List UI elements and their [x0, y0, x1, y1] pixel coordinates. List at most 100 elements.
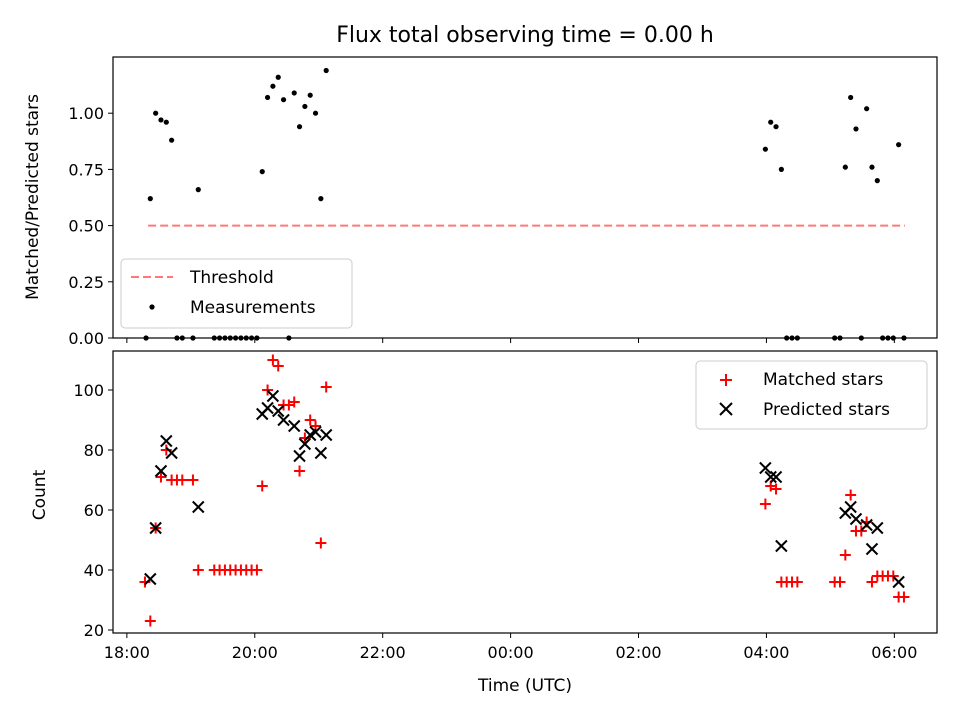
bottom-xtick-label: 04:00 — [743, 643, 789, 662]
predicted-star-marker — [298, 437, 312, 451]
measurement-point — [762, 146, 768, 152]
predicted-star-marker — [272, 404, 285, 418]
measurement-point — [270, 83, 276, 89]
matched-star-marker — [294, 465, 306, 477]
measurement-point — [842, 164, 848, 170]
measurement-point — [768, 119, 774, 125]
predicted-star-marker — [154, 464, 168, 478]
measurement-point — [147, 196, 153, 202]
legend-matched-swatch — [720, 374, 732, 386]
predicted-star-marker — [192, 500, 205, 514]
matched-star-marker — [187, 474, 199, 486]
matched-star-marker — [845, 489, 857, 501]
matched-star-marker — [898, 591, 910, 603]
top-ylabel: Matched/Predicted stars — [23, 94, 43, 300]
bottom-xtick-label: 20:00 — [232, 643, 278, 662]
top-axes-frame — [112, 56, 938, 339]
legend-predicted-swatch — [719, 402, 733, 416]
matched-star-marker — [251, 564, 263, 576]
predicted-star-marker — [759, 461, 772, 475]
legend-predicted-label: Predicted stars — [763, 400, 890, 420]
bottom-ytick-label: 100 — [73, 381, 104, 400]
measurement-point — [264, 94, 271, 101]
predicted-star-marker — [775, 539, 788, 553]
measurement-point — [874, 178, 880, 184]
measurement-point — [323, 67, 329, 74]
legend-matched-label: Matched stars — [763, 370, 883, 390]
bottom-ytick-label: 60 — [84, 501, 104, 520]
top-ytick-label: 0.50 — [68, 217, 104, 236]
predicted-star-marker — [865, 542, 879, 556]
bottom-axes-frame — [112, 350, 938, 634]
predicted-star-marker — [314, 446, 328, 460]
predicted-star-marker — [849, 512, 863, 526]
bottom-ytick-label: 40 — [84, 561, 104, 580]
matched-star-marker — [866, 576, 878, 588]
predicted-star-marker — [860, 518, 873, 532]
matched-star-marker — [315, 537, 327, 549]
predicted-star-marker — [844, 500, 857, 514]
top-legend: Threshold Measurements — [120, 258, 353, 329]
bottom-ytick-label: 20 — [84, 621, 104, 640]
matched-star-marker — [267, 354, 279, 366]
legend-threshold-label: Threshold — [189, 268, 274, 288]
top-ticks: 0.00 0.25 0.50 0.75 1.00 — [68, 104, 895, 348]
matched-star-marker — [791, 576, 803, 588]
matched-star-marker — [192, 564, 204, 576]
measurement-point — [302, 103, 308, 110]
measurement-point — [163, 119, 169, 125]
measurement-point — [307, 92, 313, 98]
predicted-star-marker — [165, 446, 178, 460]
measurement-point — [778, 166, 784, 172]
predicted-star-marker — [764, 470, 777, 484]
bottom-xtick-label: 22:00 — [360, 643, 406, 662]
measurement-point — [853, 126, 859, 132]
bottom-xtick-label: 02:00 — [615, 643, 661, 662]
measurement-point — [848, 94, 854, 101]
top-title: Flux total observing time = 0.00 h — [336, 23, 714, 48]
matched-star-marker — [155, 471, 167, 483]
predicted-star-marker — [293, 449, 306, 463]
matched-star-marker — [262, 384, 274, 396]
predicted-star-marker — [160, 434, 173, 448]
measurement-point — [275, 74, 281, 80]
top-ytick-label: 0.00 — [68, 329, 104, 348]
matched-star-marker — [770, 483, 782, 495]
predicted-star-marker — [266, 389, 280, 403]
matched-star-marker — [144, 615, 156, 627]
bottom-xtick-label: 18:00 — [104, 643, 150, 662]
predicted-star-marker — [144, 572, 157, 586]
matched-star-marker — [256, 480, 268, 492]
measurement-point — [896, 142, 902, 148]
measurement-point — [153, 110, 159, 116]
bottom-series — [139, 354, 910, 627]
measurement-point — [291, 90, 297, 96]
predicted-star-marker — [261, 401, 274, 415]
bottom-ylabel: Count — [30, 469, 50, 520]
matched-star-marker — [320, 381, 332, 393]
bottom-ytick-label: 80 — [84, 441, 104, 460]
bottom-xlabel: Time (UTC) — [477, 676, 572, 696]
top-ytick-label: 1.00 — [68, 104, 104, 123]
matched-star-marker — [855, 525, 867, 537]
predicted-star-marker — [309, 425, 322, 439]
matched-star-marker — [887, 570, 899, 582]
predicted-star-marker — [319, 428, 333, 442]
bottom-ticks: 18:00 20:00 22:00 00:00 02:00 04:00 06:00 20 40 6… — [73, 381, 917, 662]
bottom-legend-box — [695, 360, 928, 430]
measurement-point — [158, 117, 164, 123]
legend-measurements-swatch — [149, 304, 155, 310]
matched-star-marker — [288, 396, 300, 408]
predicted-star-marker — [288, 419, 301, 433]
measurement-point — [169, 137, 175, 143]
bottom-xtick-label: 00:00 — [488, 643, 534, 662]
legend-measurements-label: Measurements — [190, 298, 316, 318]
measurement-point — [195, 187, 201, 193]
matched-star-marker — [839, 549, 851, 561]
measurement-point — [312, 110, 319, 116]
measurement-point — [869, 164, 875, 170]
top-ytick-label: 0.25 — [68, 273, 104, 292]
predicted-star-marker — [149, 521, 162, 535]
